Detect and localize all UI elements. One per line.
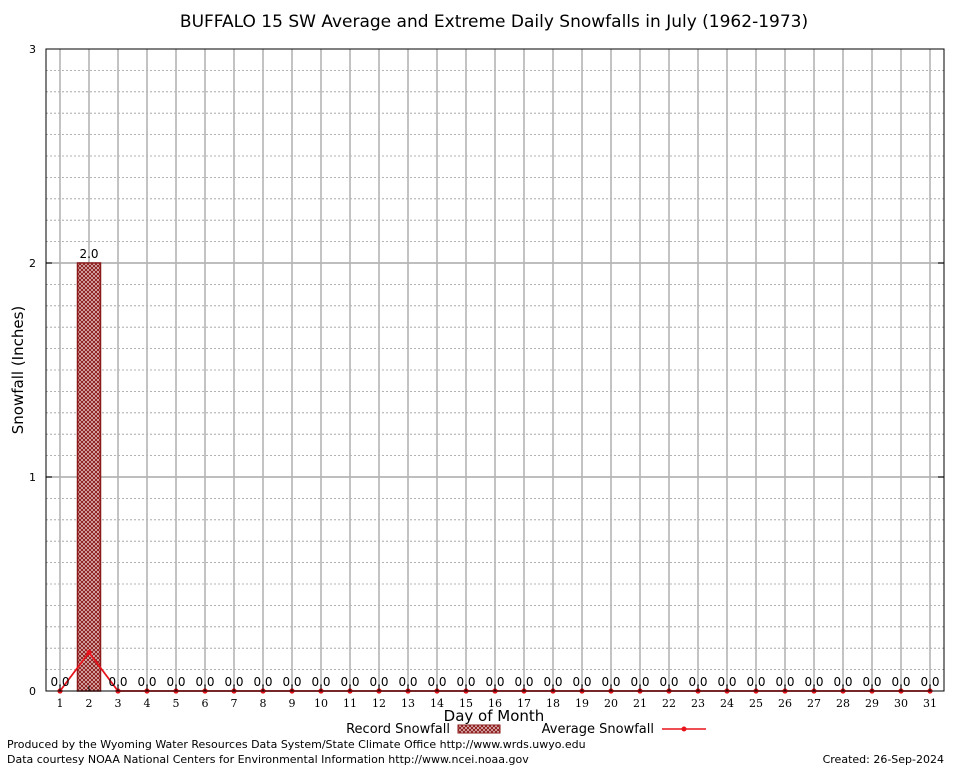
x-axis-label: Day of Month	[444, 707, 545, 725]
bar-value-label: 0.0	[804, 675, 823, 689]
legend-record-label: Record Snowfall	[346, 722, 450, 737]
x-tick-label: 25	[749, 697, 763, 710]
bar-value-label: 0.0	[485, 675, 504, 689]
x-tick-label: 9	[289, 697, 296, 710]
bar-value-label: 0.0	[572, 675, 591, 689]
x-tick-label: 5	[173, 697, 180, 710]
x-tick-label: 10	[314, 697, 328, 710]
bar-value-label: 0.0	[195, 675, 214, 689]
x-tick-label: 20	[604, 697, 618, 710]
x-tick-label: 13	[401, 697, 415, 710]
x-tick-label: 24	[720, 697, 734, 710]
bar-value-label: 0.0	[253, 675, 272, 689]
x-axis-ticks: 1 2 3 4 5 6 7 8 9 10 11 12 13 14 15 16 17 18 19 20 21 22 23 24 2…	[57, 686, 937, 710]
bar-value-label: 0.0	[137, 675, 156, 689]
bar-value-label: 0.0	[746, 675, 765, 689]
bar-value-label: 0.0	[456, 675, 475, 689]
y-axis-ticks: 0 1 2 3	[29, 43, 944, 698]
bar-value-label: 0.0	[717, 675, 736, 689]
x-tick-label: 12	[372, 697, 386, 710]
y-tick-label: 1	[29, 471, 36, 484]
x-tick-label: 29	[865, 697, 879, 710]
y-tick-label: 3	[29, 43, 36, 56]
x-tick-label: 14	[430, 697, 444, 710]
x-tick-label: 11	[343, 697, 357, 710]
bar-value-label: 0.0	[282, 675, 301, 689]
x-tick-label: 23	[691, 697, 705, 710]
x-tick-label: 2	[86, 697, 93, 710]
y-axis-label: Snowfall (Inches)	[9, 306, 27, 434]
x-tick-label: 1	[57, 697, 64, 710]
x-tick-label: 6	[202, 697, 209, 710]
footer-produced-by: Produced by the Wyoming Water Resources …	[7, 738, 586, 751]
bar-value-label: 0.0	[601, 675, 620, 689]
bar-value-label: 0.0	[630, 675, 649, 689]
footer-data-courtesy: Data courtesy NOAA National Centers for …	[7, 753, 529, 766]
bar-value-label: 0.0	[920, 675, 939, 689]
x-tick-label: 31	[923, 697, 937, 710]
legend: Record Snowfall Average Snowfall	[346, 722, 706, 737]
x-tick-label: 8	[260, 697, 267, 710]
x-tick-label: 3	[115, 697, 122, 710]
bar-value-labels: 0.0 2.0 0.0 0.0 0.0 0.0 0.0 0.0 0.0 0.0 0.0 0.0 0.0 0…	[50, 247, 939, 689]
x-tick-label: 17	[517, 697, 531, 710]
x-tick-label: 27	[807, 697, 821, 710]
bar-value-label: 2.0	[79, 247, 98, 261]
bar-value-label: 0.0	[775, 675, 794, 689]
bar-value-label: 0.0	[659, 675, 678, 689]
y-tick-label: 0	[29, 685, 36, 698]
y-tick-label: 2	[29, 257, 36, 270]
bar-value-label: 0.0	[340, 675, 359, 689]
bar-value-label: 0.0	[311, 675, 330, 689]
legend-average-marker	[681, 726, 687, 732]
x-tick-label: 26	[778, 697, 792, 710]
legend-record-swatch	[457, 724, 501, 734]
record-bar-day-2	[76, 262, 102, 692]
average-point-day-2	[86, 649, 92, 656]
x-tick-label: 19	[575, 697, 589, 710]
bar-value-label: 0.0	[224, 675, 243, 689]
x-tick-label: 18	[546, 697, 560, 710]
record-snowfall-bars	[76, 262, 102, 692]
bar-value-label: 0.0	[862, 675, 881, 689]
bar-value-label: 0.0	[427, 675, 446, 689]
bar-value-label: 0.0	[891, 675, 910, 689]
legend-average-label: Average Snowfall	[542, 722, 654, 737]
footer-created-date: Created: 26-Sep-2024	[823, 753, 944, 766]
x-tick-label: 28	[836, 697, 850, 710]
bar-value-label: 0.0	[166, 675, 185, 689]
bar-value-label: 0.0	[398, 675, 417, 689]
bar-value-label: 0.0	[108, 675, 127, 689]
bar-value-label: 0.0	[514, 675, 533, 689]
x-tick-label: 21	[633, 697, 647, 710]
x-tick-label: 30	[894, 697, 908, 710]
bar-value-label: 0.0	[50, 675, 69, 689]
x-tick-label: 15	[459, 697, 473, 710]
chart-title: BUFFALO 15 SW Average and Extreme Daily …	[180, 12, 808, 32]
bar-value-label: 0.0	[543, 675, 562, 689]
x-tick-label: 16	[488, 697, 502, 710]
bar-value-label: 0.0	[833, 675, 852, 689]
bar-value-label: 0.0	[369, 675, 388, 689]
x-tick-label: 7	[231, 697, 238, 710]
bar-value-label: 0.0	[688, 675, 707, 689]
x-tick-label: 22	[662, 697, 676, 710]
x-tick-label: 4	[144, 697, 151, 710]
